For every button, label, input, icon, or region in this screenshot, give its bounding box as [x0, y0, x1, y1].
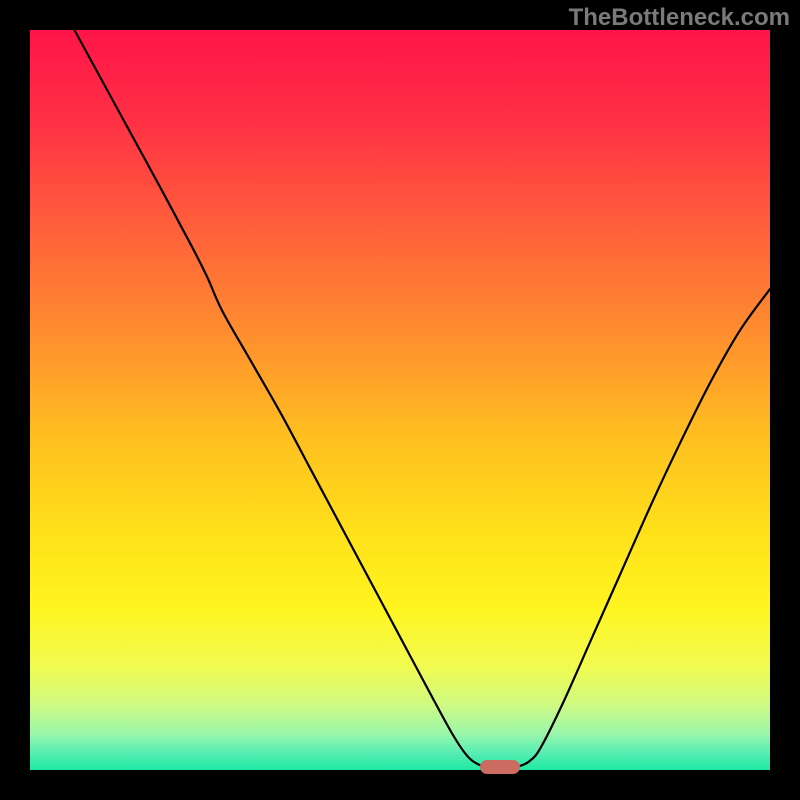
optimal-point-marker	[480, 760, 521, 775]
watermark-text: TheBottleneck.com	[569, 4, 790, 32]
plot-svg	[30, 30, 770, 770]
chart-frame: TheBottleneck.com	[0, 0, 800, 800]
plot-area	[30, 30, 770, 770]
gradient-background	[30, 30, 770, 770]
